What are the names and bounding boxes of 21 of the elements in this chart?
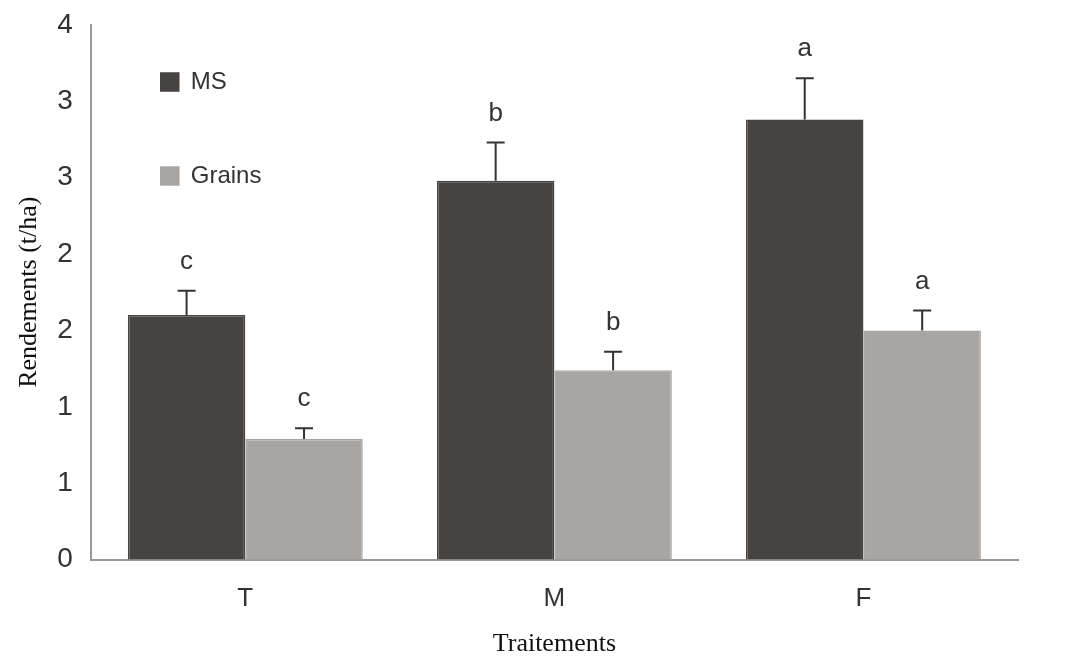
y-tick-label: 4 xyxy=(57,7,73,39)
data-label: c xyxy=(180,244,194,275)
y-tick-label: 3 xyxy=(57,160,73,192)
data-label: b xyxy=(488,96,503,127)
y-tick-label: 3 xyxy=(57,83,73,115)
data-label: a xyxy=(797,32,813,63)
legend-label: Grains xyxy=(190,160,262,188)
y-tick-label: 2 xyxy=(57,313,73,345)
y-tick-label: 0 xyxy=(57,542,73,574)
y-tick-label: 2 xyxy=(57,236,73,268)
y-tick-label: 1 xyxy=(57,389,73,421)
legend-label: MS xyxy=(190,66,227,94)
y-tick-label: 1 xyxy=(57,465,73,497)
x-tick-label: M xyxy=(543,582,566,613)
data-label: a xyxy=(914,264,930,295)
x-tick-label: F xyxy=(855,582,872,613)
data-label: b xyxy=(605,305,621,336)
x-tick-label: T xyxy=(237,582,254,613)
y-axis-title: Rendements (t/ha) xyxy=(13,196,43,388)
data-label: c xyxy=(297,382,311,413)
x-axis-title: Traitements xyxy=(492,628,617,658)
